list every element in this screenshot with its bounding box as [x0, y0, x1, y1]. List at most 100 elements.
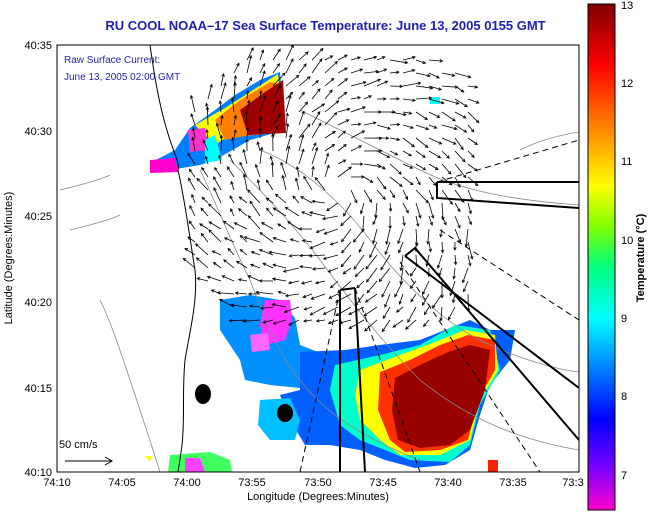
current-arrow — [259, 147, 263, 165]
y-tick-label: 40:25 — [24, 211, 52, 223]
current-arrow — [311, 142, 317, 152]
current-arrowhead — [218, 100, 223, 104]
current-arrow — [288, 280, 300, 284]
current-arrowhead — [258, 279, 263, 283]
current-arrowhead — [354, 199, 358, 204]
current-arrowhead — [354, 273, 359, 278]
current-arrowhead — [464, 243, 469, 248]
current-arrowhead — [277, 223, 281, 227]
current-arrowhead — [353, 266, 357, 270]
current-arrowhead — [409, 285, 414, 290]
current-arrowhead — [271, 303, 276, 307]
current-arrow — [463, 280, 469, 292]
current-arrow — [454, 189, 465, 203]
current-arrow — [256, 291, 274, 295]
current-arrowhead — [451, 73, 456, 77]
current-arrowhead — [285, 112, 289, 117]
current-arrowhead — [233, 222, 238, 226]
current-arrowhead — [213, 176, 217, 180]
current-arrow — [272, 264, 287, 269]
current-arrowhead — [258, 126, 262, 131]
current-arrowhead — [184, 247, 189, 252]
current-arrowhead — [404, 60, 409, 65]
colorbar-label: Temperature (°C) — [635, 213, 647, 302]
current-arrow — [315, 280, 326, 284]
current-arrowhead — [245, 89, 250, 94]
current-arrow — [402, 150, 412, 157]
current-arrow — [299, 254, 313, 257]
current-arrowhead — [187, 152, 191, 157]
current-arrowhead — [314, 146, 319, 151]
current-arrowhead — [468, 262, 472, 267]
current-arrowhead — [200, 232, 205, 237]
current-arrowhead — [223, 82, 227, 86]
current-arrowhead — [221, 73, 225, 77]
current-arrow — [220, 73, 225, 87]
colorbar-tick-label: 8 — [621, 391, 627, 403]
current-arrowhead — [328, 295, 333, 299]
current-arrowhead — [313, 142, 317, 147]
current-arrowhead — [398, 171, 402, 175]
current-arrow — [402, 98, 416, 101]
current-arrow — [415, 254, 417, 267]
current-arrowhead — [202, 139, 206, 144]
current-arrow — [337, 78, 348, 87]
current-arrowhead — [259, 90, 263, 94]
current-arrowhead — [338, 320, 343, 325]
current-arrow — [273, 237, 287, 243]
current-arrow — [207, 107, 209, 126]
current-arrowhead — [475, 100, 480, 104]
current-arrowhead — [422, 167, 427, 171]
current-arrowhead — [290, 58, 294, 62]
current-arrow — [454, 176, 461, 188]
current-arrow — [428, 150, 441, 159]
current-arrowhead — [191, 193, 195, 198]
current-arrowhead — [238, 196, 243, 200]
current-arrowhead — [245, 138, 249, 142]
y-tick-label: 40:35 — [24, 40, 52, 52]
current-arrow — [441, 98, 459, 105]
current-arrow — [389, 202, 392, 212]
current-arrowhead — [319, 58, 323, 62]
current-arrowhead — [263, 94, 267, 99]
current-arrow — [246, 55, 252, 74]
current-arrowhead — [357, 96, 362, 100]
current-arrow — [415, 85, 433, 89]
current-arrowhead — [345, 119, 350, 123]
current-arrowhead — [470, 255, 474, 260]
current-arrow — [398, 241, 404, 253]
current-arrow — [206, 129, 209, 139]
current-arrow — [246, 111, 248, 126]
current-arrowhead — [327, 321, 332, 325]
current-arrow — [247, 189, 261, 204]
current-arrow — [432, 293, 443, 309]
current-arrow — [314, 177, 326, 191]
current-arrowhead — [272, 207, 277, 211]
current-arrowhead — [245, 126, 250, 131]
current-arrow — [283, 267, 300, 272]
current-arrow — [467, 189, 473, 202]
current-arrowhead — [229, 195, 233, 199]
current-arrowhead — [381, 294, 385, 298]
current-arrowhead — [434, 166, 439, 170]
current-arrowhead — [218, 298, 223, 303]
current-arrow — [389, 163, 402, 175]
current-arrow — [227, 248, 235, 256]
current-arrowhead — [427, 273, 431, 278]
current-arrow — [271, 162, 274, 178]
current-arrowhead — [474, 182, 479, 187]
current-arrow — [324, 144, 335, 152]
current-arrow — [251, 251, 261, 256]
current-arrowhead — [384, 80, 389, 84]
current-arrowhead — [344, 54, 348, 58]
current-arrowhead — [276, 62, 281, 67]
current-arrowhead — [330, 77, 335, 82]
current-arrow — [467, 254, 471, 266]
current-arrowhead — [394, 293, 398, 298]
current-arrowhead — [407, 319, 411, 323]
current-arrow — [372, 228, 378, 244]
current-arrowhead — [295, 165, 300, 170]
current-arrowhead — [277, 48, 281, 53]
current-arrowhead — [446, 155, 450, 159]
coastline — [149, 45, 197, 472]
